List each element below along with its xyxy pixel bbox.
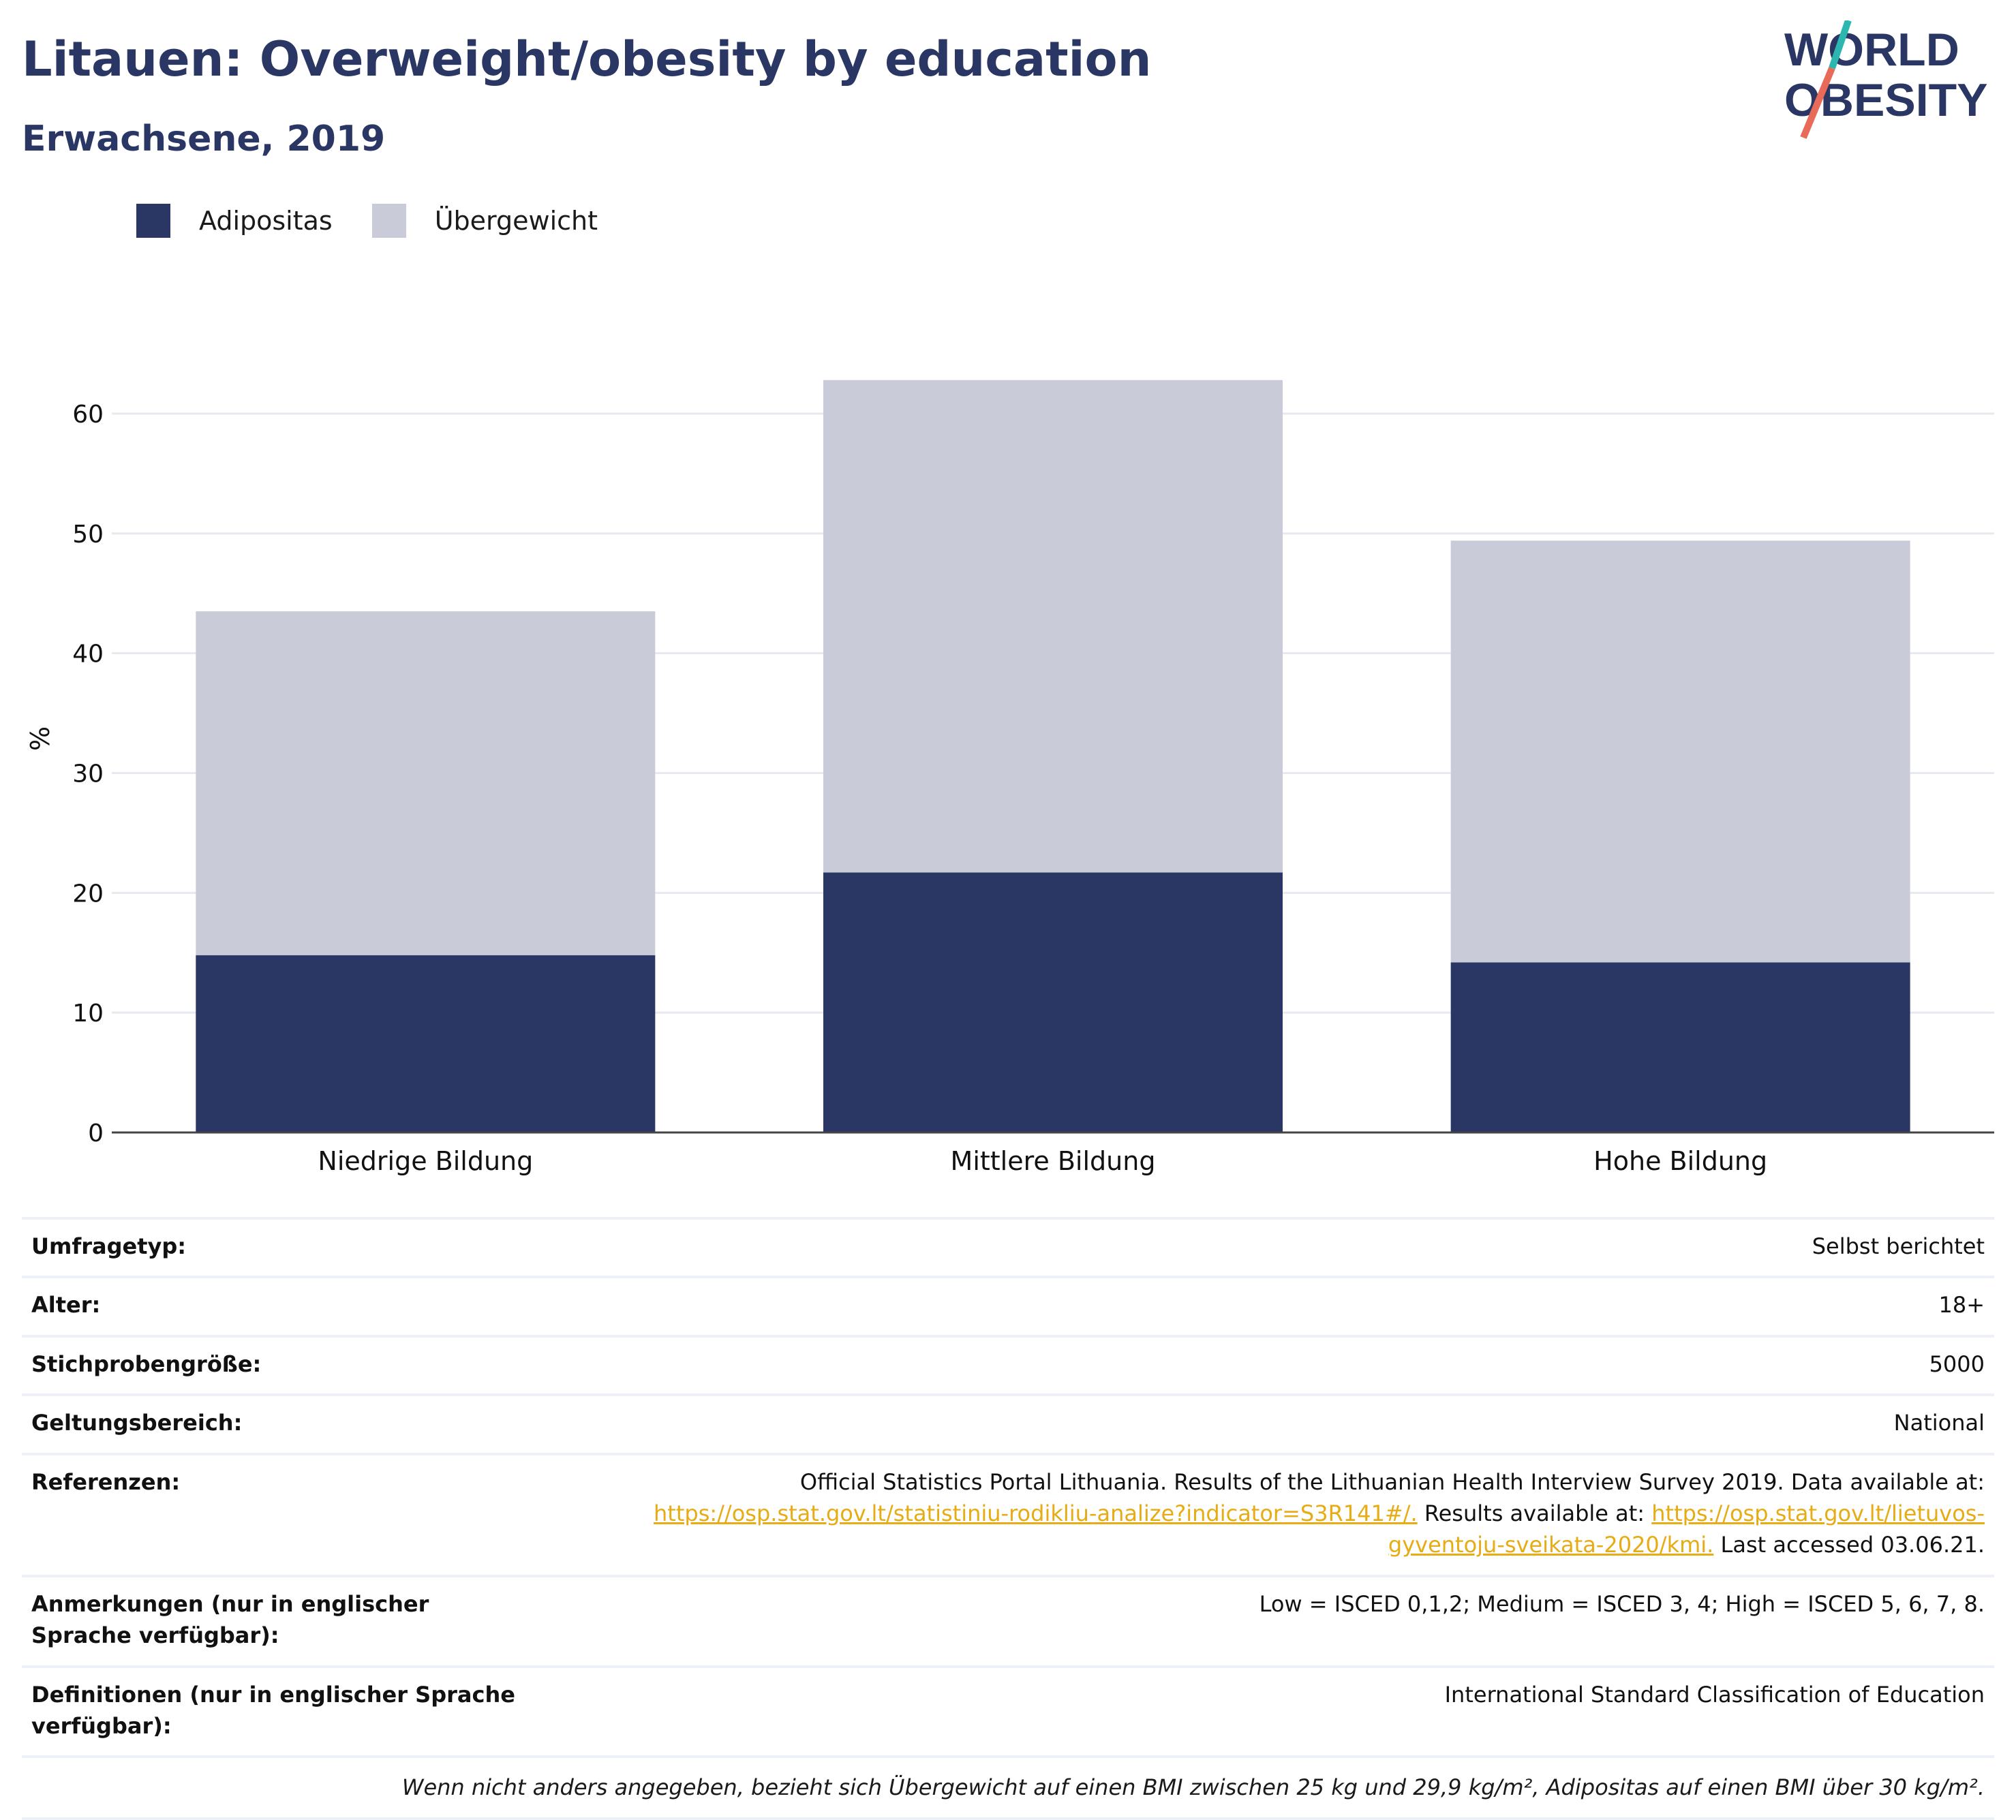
info-row-footnote: Wenn nicht anders angegeben, bezieht sic…: [22, 1755, 1994, 1820]
logo-line-1: WORLD: [1784, 24, 1959, 76]
info-value: Low = ISCED 0,1,2; Medium = ISCED 3, 4; …: [532, 1574, 1994, 1667]
x-tick-label: Niedrige Bildung: [318, 1146, 533, 1176]
survey-info-table: Umfragetyp: Selbst berichtet Alter: 18+ …: [22, 1216, 1994, 1820]
info-value: 5000: [532, 1334, 1994, 1395]
y-tick-label: 40: [72, 641, 104, 668]
info-row-coverage: Geltungsbereich: National: [22, 1393, 1994, 1454]
x-axis-labels: Niedrige Bildung Mittlere Bildung Hohe Bil…: [318, 1146, 1767, 1176]
legend-swatch-uebergewicht: [371, 204, 406, 238]
info-label: Anmerkungen (nur in englischer Sprache v…: [22, 1574, 532, 1667]
info-row-age: Alter: 18+: [22, 1276, 1994, 1336]
x-tick-label: Mittlere Bildung: [951, 1146, 1156, 1176]
chart-title: Litauen: Overweight/obesity by education: [22, 31, 1152, 87]
reference-link-data[interactable]: https://osp.stat.gov.lt/statistiniu-rodi…: [654, 1500, 1418, 1526]
reference-text-3: Last accessed 03.06.21.: [1713, 1532, 1985, 1558]
info-value: Selbst berichtet: [532, 1216, 1994, 1278]
legend-item-adipositas[interactable]: Adipositas: [136, 204, 333, 238]
info-label: Alter:: [22, 1276, 532, 1336]
logo-slash-bottom: [1800, 67, 1835, 139]
bar-uebergewicht-3[interactable]: [1450, 540, 1910, 963]
info-label: Umfragetyp:: [22, 1216, 532, 1278]
info-value: 18+: [532, 1276, 1994, 1336]
y-tick-label: 30: [72, 760, 104, 788]
stacked-bar-chart: 0 10 20 30 40 50 60 Niedrige Bildung Mittlere B…: [25, 380, 1994, 1176]
y-tick-label: 50: [72, 521, 104, 549]
bar-uebergewicht-1[interactable]: [196, 611, 656, 955]
legend-label-uebergewicht: Übergewicht: [434, 206, 598, 236]
info-label: Stichprobengröße:: [22, 1334, 532, 1395]
info-row-notes: Anmerkungen (nur in englischer Sprache v…: [22, 1574, 1994, 1667]
info-label: Definitionen (nur in englischer Sprache …: [22, 1665, 532, 1757]
y-tick-label: 60: [72, 401, 104, 429]
bars: [196, 380, 1910, 1132]
info-label: Referenzen:: [22, 1452, 532, 1576]
info-value: International Standard Classification of…: [532, 1665, 1994, 1757]
chart-subtitle: Erwachsene, 2019: [22, 119, 386, 159]
info-row-definitions: Definitionen (nur in englischer Sprache …: [22, 1665, 1994, 1757]
references-text: Official Statistics Portal Lithuania. Re…: [532, 1452, 1994, 1576]
info-value: National: [532, 1393, 1994, 1454]
y-tick-label: 20: [72, 880, 104, 908]
info-label: Geltungsbereich:: [22, 1393, 532, 1454]
bar-uebergewicht-2[interactable]: [823, 380, 1283, 873]
world-obesity-logo: WORLD OBESITY: [1784, 20, 1988, 139]
info-row-references: Referenzen: Official Statistics Portal L…: [22, 1452, 1994, 1576]
legend-item-uebergewicht[interactable]: Übergewicht: [371, 204, 598, 238]
legend-swatch-adipositas: [136, 204, 170, 238]
y-axis-label: %: [25, 726, 55, 751]
legend-label-adipositas: Adipositas: [199, 206, 333, 236]
reference-link-results[interactable]: https://osp.stat.gov.lt/lietuvos-gyvento…: [1388, 1500, 1985, 1558]
reference-text-1: Official Statistics Portal Lithuania. Re…: [799, 1468, 1985, 1495]
y-axis-ticks: 0 10 20 30 40 50 60: [72, 401, 104, 1147]
reference-text-2: Results available at:: [1417, 1500, 1652, 1526]
info-row-sample-size: Stichprobengröße: 5000: [22, 1334, 1994, 1395]
bar-adipositas-3[interactable]: [1450, 962, 1910, 1132]
logo-slash-top: [1829, 20, 1852, 70]
bar-adipositas-2[interactable]: [823, 872, 1283, 1132]
bmi-footnote: Wenn nicht anders angegeben, bezieht sic…: [22, 1755, 1994, 1820]
y-tick-label: 0: [88, 1120, 104, 1147]
x-tick-label: Hohe Bildung: [1593, 1146, 1767, 1176]
chart-legend: Adipositas Übergewicht: [136, 203, 637, 238]
y-tick-label: 10: [72, 1000, 104, 1028]
bar-adipositas-1[interactable]: [196, 955, 656, 1132]
info-row-survey-type: Umfragetyp: Selbst berichtet: [22, 1216, 1994, 1278]
